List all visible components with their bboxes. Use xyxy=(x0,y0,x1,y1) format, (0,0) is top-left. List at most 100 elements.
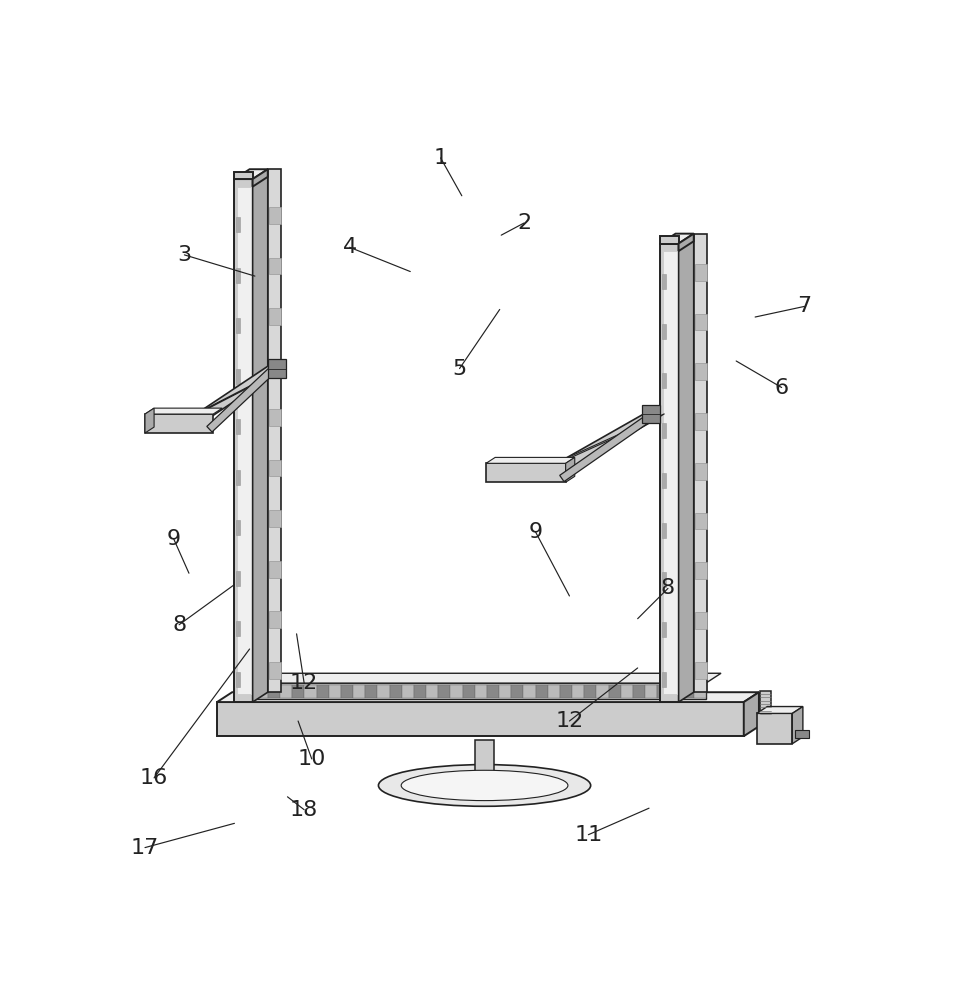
Polygon shape xyxy=(438,685,449,698)
Text: 8: 8 xyxy=(172,615,186,635)
Polygon shape xyxy=(353,685,364,698)
Polygon shape xyxy=(235,318,240,333)
Polygon shape xyxy=(657,685,668,698)
Text: 12: 12 xyxy=(290,673,318,693)
Polygon shape xyxy=(269,611,280,628)
Polygon shape xyxy=(252,169,268,187)
Polygon shape xyxy=(565,457,574,482)
Text: 7: 7 xyxy=(796,296,811,316)
Text: 5: 5 xyxy=(452,359,466,379)
Polygon shape xyxy=(620,685,632,698)
Polygon shape xyxy=(252,169,268,702)
Polygon shape xyxy=(661,423,665,438)
Polygon shape xyxy=(217,692,758,702)
Polygon shape xyxy=(572,685,583,698)
Polygon shape xyxy=(235,621,240,636)
Polygon shape xyxy=(269,359,280,375)
Polygon shape xyxy=(217,702,743,736)
Polygon shape xyxy=(234,172,252,179)
Polygon shape xyxy=(791,707,802,744)
Polygon shape xyxy=(694,662,706,679)
Text: 2: 2 xyxy=(517,213,531,233)
Text: 18: 18 xyxy=(290,800,318,820)
Polygon shape xyxy=(661,274,665,289)
Polygon shape xyxy=(659,234,693,244)
Polygon shape xyxy=(486,463,565,482)
Polygon shape xyxy=(661,523,665,538)
Polygon shape xyxy=(269,308,280,325)
Polygon shape xyxy=(661,572,665,587)
Polygon shape xyxy=(551,414,663,466)
Polygon shape xyxy=(559,685,572,698)
Polygon shape xyxy=(145,414,213,433)
Ellipse shape xyxy=(401,770,568,801)
Polygon shape xyxy=(511,685,523,698)
Polygon shape xyxy=(645,685,657,698)
Polygon shape xyxy=(474,685,487,698)
Polygon shape xyxy=(661,473,665,488)
Polygon shape xyxy=(328,685,341,698)
Text: 8: 8 xyxy=(660,578,674,598)
Polygon shape xyxy=(694,314,706,330)
Text: 3: 3 xyxy=(177,245,191,265)
Polygon shape xyxy=(659,244,678,702)
Polygon shape xyxy=(279,685,292,698)
Polygon shape xyxy=(235,470,240,485)
Polygon shape xyxy=(661,622,665,637)
Polygon shape xyxy=(678,234,693,702)
Polygon shape xyxy=(694,463,706,480)
Polygon shape xyxy=(693,685,705,698)
Polygon shape xyxy=(269,460,280,476)
Polygon shape xyxy=(341,685,353,698)
Polygon shape xyxy=(659,236,678,244)
Polygon shape xyxy=(243,685,255,698)
Polygon shape xyxy=(498,685,511,698)
Text: 9: 9 xyxy=(166,529,181,549)
Polygon shape xyxy=(235,520,240,535)
Polygon shape xyxy=(364,685,377,698)
Polygon shape xyxy=(268,169,281,692)
Polygon shape xyxy=(304,685,317,698)
Polygon shape xyxy=(661,324,665,339)
Polygon shape xyxy=(269,258,280,274)
Polygon shape xyxy=(191,364,276,426)
Polygon shape xyxy=(449,685,462,698)
Polygon shape xyxy=(596,685,608,698)
Polygon shape xyxy=(760,691,770,717)
Text: 1: 1 xyxy=(433,148,447,168)
Polygon shape xyxy=(559,411,656,482)
Polygon shape xyxy=(551,409,657,476)
Polygon shape xyxy=(756,707,802,713)
Polygon shape xyxy=(661,373,665,388)
Polygon shape xyxy=(269,510,280,527)
Polygon shape xyxy=(426,685,438,698)
Polygon shape xyxy=(694,363,706,380)
Polygon shape xyxy=(235,672,240,687)
Polygon shape xyxy=(255,685,268,698)
Text: 12: 12 xyxy=(555,711,583,731)
Polygon shape xyxy=(487,685,498,698)
Polygon shape xyxy=(694,562,706,579)
Polygon shape xyxy=(694,413,706,430)
Polygon shape xyxy=(268,359,285,378)
Polygon shape xyxy=(547,685,559,698)
Polygon shape xyxy=(661,672,665,687)
Polygon shape xyxy=(694,264,706,281)
Polygon shape xyxy=(642,405,659,423)
Polygon shape xyxy=(523,685,535,698)
Polygon shape xyxy=(145,408,222,414)
Polygon shape xyxy=(235,419,240,434)
Text: 17: 17 xyxy=(131,838,159,858)
Polygon shape xyxy=(486,457,574,463)
Polygon shape xyxy=(268,685,279,698)
Text: 10: 10 xyxy=(297,749,325,769)
Polygon shape xyxy=(389,685,402,698)
Polygon shape xyxy=(402,685,413,698)
Text: 6: 6 xyxy=(774,378,787,398)
Polygon shape xyxy=(243,683,705,699)
Text: 16: 16 xyxy=(140,768,168,788)
Polygon shape xyxy=(292,685,304,698)
Polygon shape xyxy=(235,217,240,232)
Polygon shape xyxy=(377,685,389,698)
Polygon shape xyxy=(678,234,693,251)
